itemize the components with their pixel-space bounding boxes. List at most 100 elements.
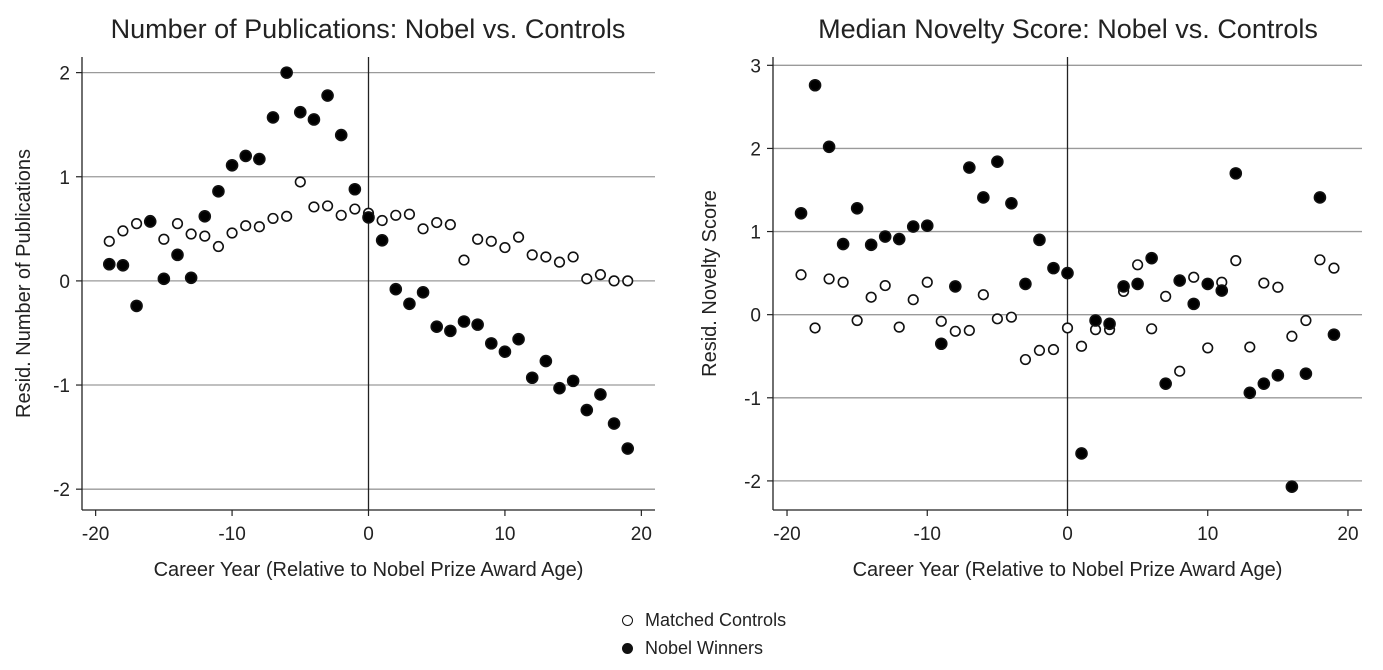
data-point [362, 211, 375, 224]
data-point [621, 442, 635, 455]
data-point [1257, 377, 1271, 390]
data-point [1243, 386, 1257, 400]
data-point [1188, 271, 1200, 283]
data-point [921, 276, 933, 288]
x-tick-label: 0 [363, 524, 374, 545]
data-point [795, 269, 807, 281]
data-point [594, 269, 607, 281]
data-point [525, 371, 539, 385]
data-point [526, 249, 538, 261]
data-point [281, 210, 293, 222]
data-point [566, 374, 580, 388]
data-point [103, 235, 115, 247]
data-point [294, 176, 306, 188]
data-point [171, 218, 184, 230]
series-nobel-winners [794, 78, 1341, 494]
data-point [920, 219, 934, 233]
data-point [185, 228, 197, 240]
data-point [540, 251, 552, 263]
data-point [1047, 343, 1060, 356]
data-point [1047, 261, 1060, 275]
data-point [553, 256, 566, 268]
data-point [431, 216, 443, 229]
y-tick-label: 2 [59, 64, 70, 85]
data-point [608, 275, 620, 287]
series-matched-controls [795, 254, 1340, 377]
data-point [1272, 281, 1284, 293]
data-point [1327, 328, 1341, 341]
data-point [1061, 322, 1074, 334]
data-point [499, 241, 511, 254]
x-tick-label: -10 [218, 524, 245, 545]
x-tick-label: 0 [1062, 524, 1073, 545]
data-point [1117, 280, 1130, 293]
data-point [1314, 254, 1326, 266]
data-point [1075, 340, 1088, 352]
data-point [823, 273, 835, 285]
data-point [444, 324, 457, 338]
y-tick-label: 1 [750, 223, 761, 244]
data-point [1271, 369, 1285, 382]
data-point [375, 233, 389, 247]
data-point [949, 280, 962, 293]
data-point [512, 332, 525, 346]
x-tick-label: 10 [494, 524, 515, 545]
data-point [389, 282, 403, 296]
data-point [934, 337, 948, 351]
data-point [171, 248, 184, 262]
data-point [1244, 341, 1256, 353]
series-nobel-winners [102, 66, 635, 455]
data-point [430, 320, 444, 334]
data-point [335, 209, 347, 221]
data-point [893, 321, 905, 333]
data-point [1286, 330, 1298, 342]
data-point [334, 128, 348, 142]
data-point [1019, 277, 1032, 291]
data-point [1173, 274, 1186, 287]
data-point [1033, 344, 1046, 357]
data-point [512, 231, 525, 243]
data-point [837, 276, 849, 288]
data-point [307, 113, 321, 126]
data-point [1300, 314, 1312, 327]
data-point [977, 191, 990, 204]
y-tick-label: 0 [59, 272, 70, 293]
data-point [390, 209, 402, 221]
data-point [878, 230, 892, 243]
data-point [267, 212, 279, 225]
data-point [991, 313, 1003, 325]
data-point [485, 235, 497, 247]
data-point [1005, 196, 1018, 210]
x-tick-label: -10 [914, 524, 941, 545]
x-axis-label: Career Year (Relative to Nobel Prize Awa… [853, 559, 1283, 581]
data-point [498, 345, 512, 359]
x-tick-label: -20 [82, 524, 109, 545]
data-point [963, 324, 975, 337]
data-point [457, 315, 471, 328]
legend-item-matched-controls: Matched Controls [622, 606, 786, 634]
data-point [949, 325, 961, 337]
data-point [822, 140, 836, 154]
data-point [184, 271, 198, 285]
data-point [1328, 262, 1340, 274]
data-point [403, 208, 416, 220]
data-point [484, 337, 498, 350]
data-point [199, 230, 211, 242]
data-point [158, 233, 170, 245]
open-circle-marker-icon [622, 614, 633, 626]
data-point [1089, 314, 1102, 327]
data-point [102, 257, 116, 271]
data-point [622, 275, 634, 287]
data-point [1229, 167, 1243, 180]
y-tick-label: -2 [53, 480, 70, 501]
data-point [130, 218, 143, 230]
y-tick-label: -2 [744, 472, 761, 493]
data-point [417, 223, 429, 235]
data-point [865, 291, 877, 303]
data-point [794, 206, 808, 220]
y-tick-label: 2 [750, 139, 761, 160]
data-point [1131, 277, 1144, 291]
data-point [253, 152, 266, 166]
